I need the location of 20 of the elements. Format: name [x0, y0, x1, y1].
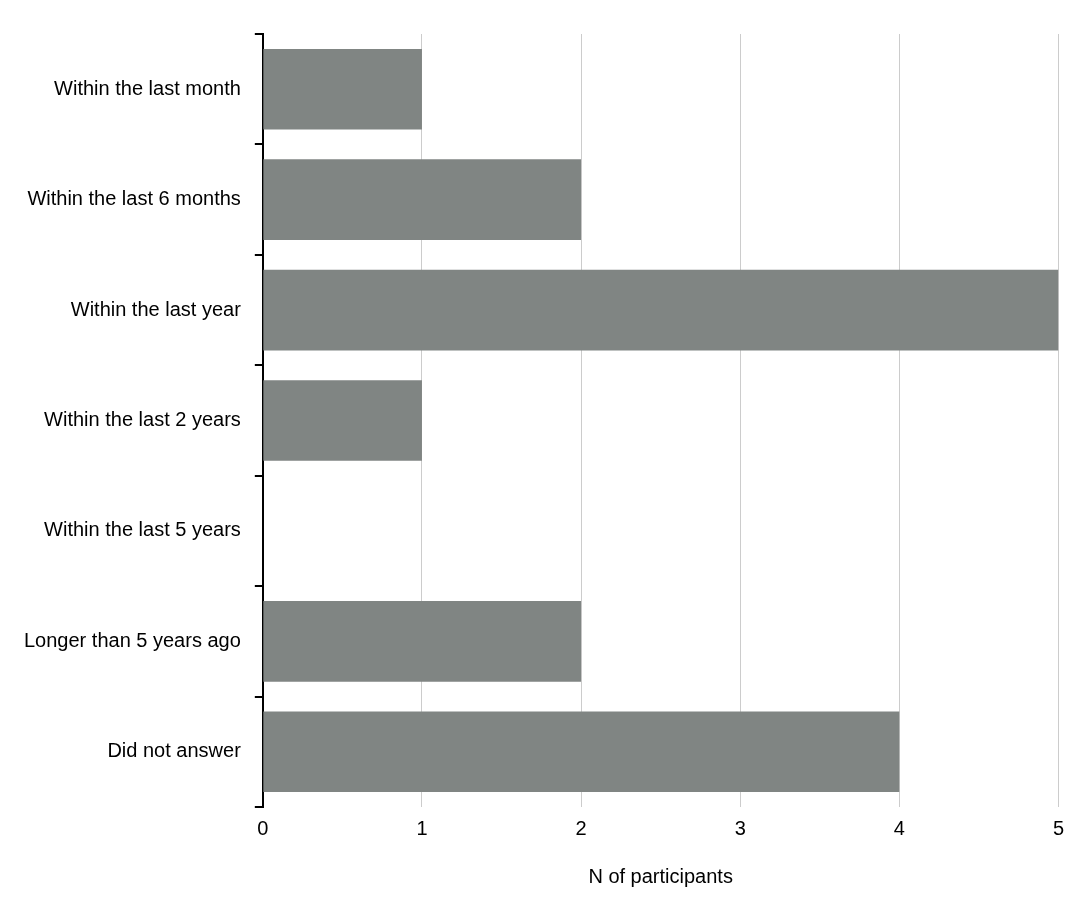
bar: [263, 380, 422, 461]
x-tick-label: 0: [257, 816, 269, 839]
y-tick-label: Within the last 5 years: [44, 518, 241, 541]
y-tick-label: Longer than 5 years ago: [24, 628, 241, 651]
y-tick-label: Within the last month: [54, 76, 241, 99]
y-tick-label: Within the last 2 years: [44, 408, 241, 431]
bar: [263, 269, 1059, 351]
y-tick-label: Did not answer: [107, 739, 242, 762]
x-tick-label: 2: [575, 816, 587, 839]
y-tick-label: Within the last 6 months: [27, 187, 241, 210]
bar: [263, 601, 582, 682]
x-tick-label: 5: [1052, 816, 1064, 839]
bar: [263, 159, 582, 240]
y-tick-label: Within the last year: [70, 297, 242, 320]
x-tick-label: 3: [734, 816, 746, 839]
bar: [263, 711, 900, 793]
x-tick-label: 4: [893, 816, 905, 839]
x-tick-label: 1: [416, 816, 428, 839]
bar: [263, 48, 422, 130]
x-axis-title: N of participants: [588, 864, 733, 887]
